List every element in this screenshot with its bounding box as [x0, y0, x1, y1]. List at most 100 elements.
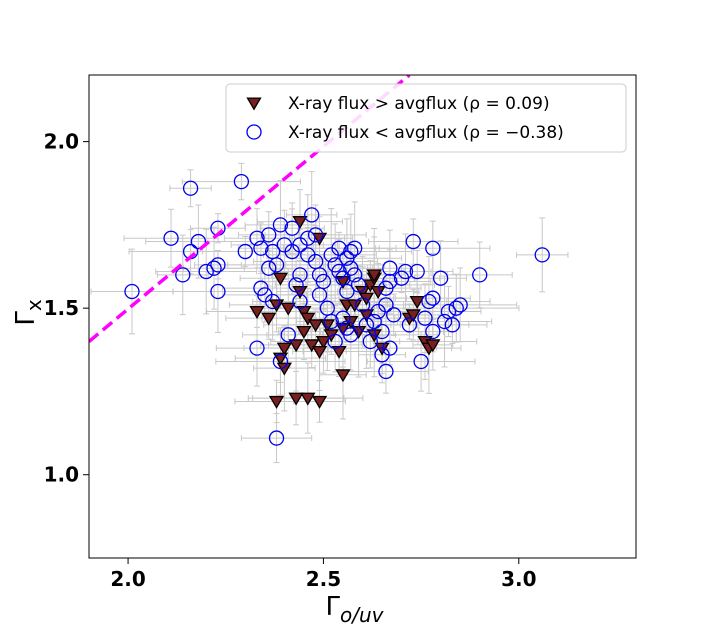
plot-area	[89, 75, 569, 464]
triangle-point	[272, 272, 289, 286]
circle-point	[444, 317, 461, 333]
plot-content	[89, 75, 569, 464]
circle-point	[386, 307, 402, 323]
error-bar	[172, 250, 264, 334]
error-bar	[368, 218, 459, 265]
circle-point	[382, 260, 398, 276]
circle-point	[347, 240, 363, 256]
triangle-point	[311, 395, 328, 409]
legend-circle-marker	[246, 124, 262, 140]
error-bar	[189, 213, 246, 244]
circle-point	[421, 293, 437, 310]
circle-point	[425, 323, 441, 340]
circle-point	[425, 290, 441, 306]
error-bar	[375, 220, 491, 276]
x-tick-label: 2.5	[306, 567, 341, 591]
circle-point	[190, 233, 207, 250]
x-tick-label: 3.0	[501, 567, 536, 591]
circle-point	[300, 230, 316, 246]
error-bar	[240, 413, 313, 464]
circle-point	[436, 313, 453, 330]
circle-point	[268, 257, 285, 273]
circle-point	[288, 277, 304, 293]
error-bar	[145, 204, 252, 279]
circle-point	[354, 297, 371, 313]
circle-point	[358, 317, 375, 333]
circle-point	[335, 310, 351, 326]
triangle-point	[307, 319, 324, 333]
circle-point	[362, 333, 378, 350]
error-bar	[90, 248, 174, 335]
circle-point	[272, 353, 289, 370]
circle-point	[304, 207, 320, 223]
circle-point	[307, 227, 324, 243]
x-axis-label-symbol: Γ	[326, 592, 341, 622]
circle-point	[264, 293, 281, 310]
triangle-point	[425, 339, 441, 353]
circle-point	[284, 220, 300, 236]
circle-point	[237, 243, 253, 260]
circle-point	[378, 363, 394, 380]
triangle-point	[370, 285, 386, 299]
y-axis-label: Γx	[11, 299, 46, 326]
triangle-point	[409, 295, 425, 309]
triangle-point	[272, 352, 289, 366]
y-tick-label: 2.0	[44, 130, 79, 154]
circle-point	[425, 240, 441, 256]
legend-triangle-marker	[246, 97, 262, 111]
circle-point	[472, 267, 488, 283]
series-below-avg	[124, 173, 550, 446]
triangle-point	[405, 309, 421, 323]
circle-point	[261, 227, 277, 243]
error-bar	[169, 169, 212, 208]
circle-point	[343, 327, 359, 343]
triangle-point	[261, 312, 277, 326]
legend-entry-label: X-ray flux > avgflux (ρ = 0.09)	[288, 94, 550, 114]
circle-point	[311, 287, 328, 303]
error-bar	[414, 240, 467, 317]
circle-point	[261, 260, 277, 276]
y-axis-label-symbol: Γ	[11, 311, 41, 326]
triangle-point	[335, 369, 351, 383]
triangle-point	[300, 392, 316, 406]
legend-box	[225, 83, 627, 153]
triangle-point	[300, 312, 316, 326]
triangle-point	[288, 339, 304, 353]
circle-point	[397, 263, 414, 280]
circle-point	[405, 233, 421, 250]
triangle-point	[268, 395, 285, 409]
triangle-point	[268, 299, 285, 313]
circle-point	[534, 247, 550, 263]
circle-point	[163, 230, 179, 246]
triangle-point	[296, 325, 312, 339]
triangle-point	[347, 299, 363, 313]
circle-point	[249, 340, 265, 356]
legend-entry-label: X-ray flux < avgflux (ρ = −0.38)	[288, 123, 564, 143]
circle-point	[124, 283, 140, 300]
circle-point	[292, 293, 308, 310]
plot-frame	[88, 74, 637, 559]
circle-point	[292, 267, 308, 283]
circle-point	[210, 283, 226, 300]
circle-point	[182, 180, 199, 196]
circle-point	[233, 173, 250, 190]
x-axis-label: Γo/uv	[326, 592, 385, 627]
circle-point	[382, 273, 398, 290]
circle-point	[253, 240, 269, 256]
circle-point	[339, 283, 355, 300]
circle-point	[206, 260, 222, 276]
triangle-point	[304, 339, 320, 353]
circle-point	[374, 323, 390, 340]
circle-point	[448, 300, 464, 316]
y-tick-label: 1.5	[44, 296, 79, 320]
circle-point	[350, 277, 367, 293]
triangle-point	[276, 342, 292, 356]
triangle-point	[288, 392, 304, 406]
triangle-point	[315, 335, 332, 349]
circle-point	[413, 353, 429, 370]
error-bar	[446, 241, 513, 309]
error-bar	[244, 180, 317, 270]
circle-point	[210, 257, 226, 273]
